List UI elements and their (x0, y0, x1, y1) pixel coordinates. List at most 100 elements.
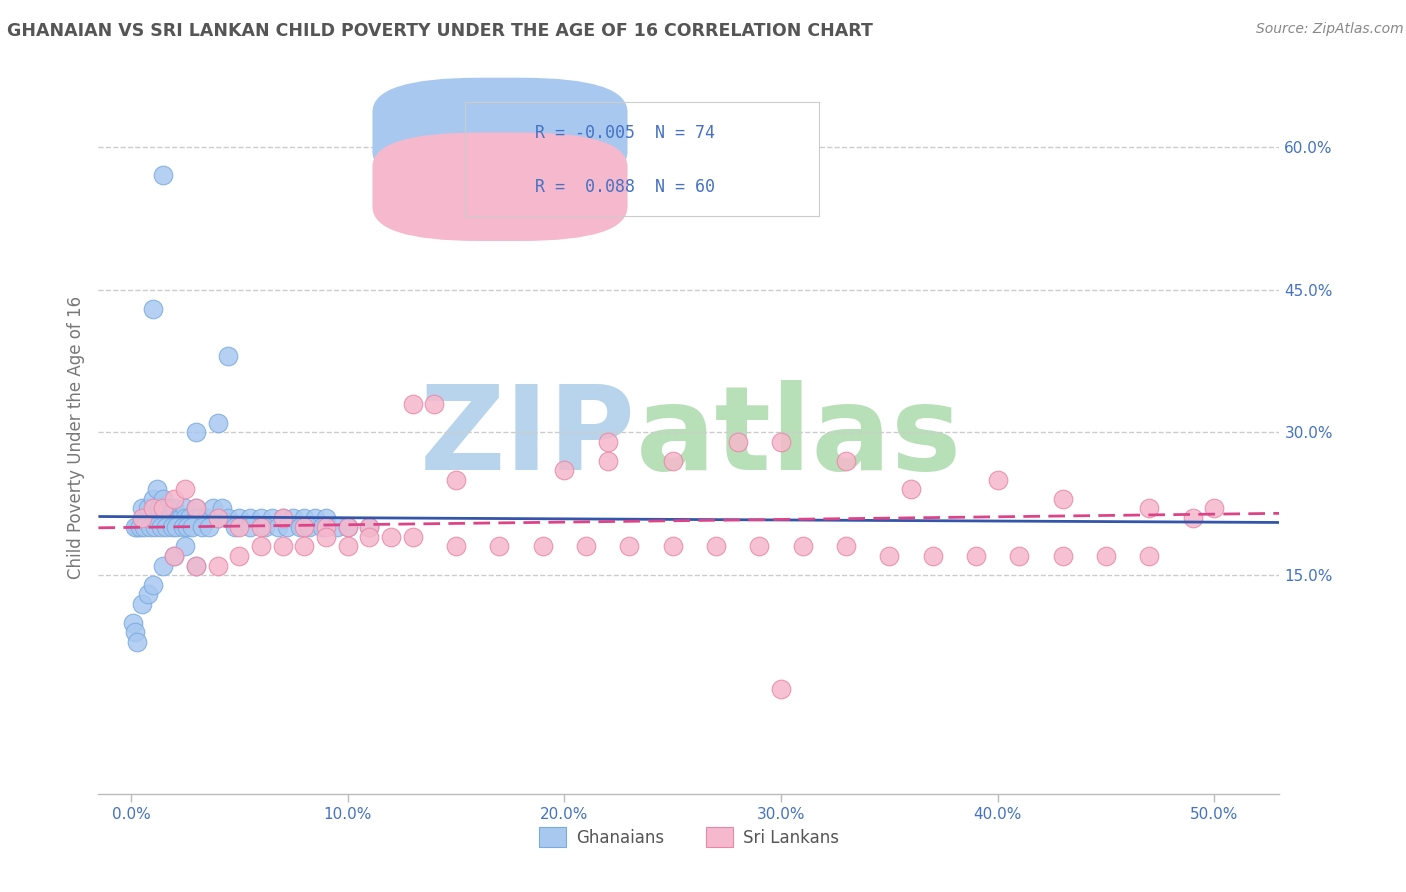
Point (336, 520, 359, 534)
Point (271, 540, 294, 554)
Point (184, 425, 207, 440)
Legend: Ghanaians, Sri Lankans: Ghanaians, Sri Lankans (533, 821, 845, 854)
Point (401, 530, 423, 544)
Point (661, 540, 683, 554)
Point (207, 558, 229, 573)
Point (142, 577, 165, 591)
Point (288, 520, 311, 534)
Point (217, 511, 239, 525)
Point (136, 587, 159, 601)
Point (152, 501, 174, 516)
Point (179, 511, 201, 525)
Point (770, 682, 793, 697)
Point (228, 511, 250, 525)
Point (202, 501, 225, 516)
Point (142, 491, 165, 506)
Point (423, 397, 446, 411)
Point (292, 520, 315, 534)
Point (152, 491, 174, 506)
Point (315, 530, 337, 544)
Point (401, 397, 423, 411)
Point (267, 520, 290, 534)
Point (704, 540, 727, 554)
Point (488, 540, 510, 554)
Point (152, 558, 174, 573)
Point (163, 549, 186, 563)
Point (250, 540, 273, 554)
Point (188, 511, 211, 525)
Point (1181, 511, 1204, 525)
Point (276, 520, 298, 534)
Text: atlas: atlas (636, 380, 962, 494)
Point (176, 520, 198, 534)
Point (163, 511, 186, 525)
Point (292, 511, 315, 525)
Point (152, 169, 174, 183)
Point (661, 454, 683, 468)
Point (250, 511, 273, 525)
Point (727, 434, 749, 449)
Point (143, 520, 166, 534)
Point (174, 501, 197, 516)
Point (136, 501, 159, 516)
Point (1008, 549, 1031, 563)
Point (359, 520, 381, 534)
Point (132, 520, 155, 534)
Point (142, 501, 165, 516)
Point (444, 473, 467, 487)
Point (835, 540, 858, 554)
Point (336, 540, 359, 554)
Point (163, 549, 186, 563)
Point (207, 511, 229, 525)
Point (315, 511, 337, 525)
Point (250, 520, 273, 534)
Point (359, 520, 381, 534)
Point (174, 540, 197, 554)
Point (575, 540, 598, 554)
Point (1139, 549, 1161, 563)
Point (172, 520, 194, 534)
Point (180, 520, 202, 534)
Point (165, 520, 187, 534)
Point (174, 483, 197, 497)
Point (184, 558, 207, 573)
Text: Source: ZipAtlas.com: Source: ZipAtlas.com (1256, 22, 1403, 37)
Point (792, 540, 814, 554)
Point (163, 491, 186, 506)
Point (292, 540, 315, 554)
Point (1052, 491, 1074, 506)
Point (748, 540, 770, 554)
Point (1095, 549, 1118, 563)
Point (596, 434, 619, 449)
Point (359, 530, 381, 544)
Point (127, 634, 149, 648)
Point (191, 520, 214, 534)
Point (142, 301, 165, 316)
Point (311, 520, 333, 534)
Point (217, 349, 239, 363)
Point (207, 511, 229, 525)
Point (260, 511, 283, 525)
Point (239, 520, 262, 534)
Point (184, 558, 207, 573)
Point (553, 463, 575, 477)
Text: GHANAIAN VS SRI LANKAN CHILD POVERTY UNDER THE AGE OF 16 CORRELATION CHART: GHANAIAN VS SRI LANKAN CHILD POVERTY UND… (7, 22, 873, 40)
Point (135, 511, 157, 525)
Point (326, 520, 349, 534)
Point (900, 483, 922, 497)
Point (1139, 501, 1161, 516)
Point (239, 511, 262, 525)
Point (124, 520, 146, 534)
Point (271, 511, 294, 525)
Point (155, 520, 177, 534)
Point (195, 511, 218, 525)
Point (128, 520, 150, 534)
Point (184, 501, 207, 516)
Point (315, 520, 337, 534)
Point (596, 454, 619, 468)
Point (139, 520, 162, 534)
Point (160, 520, 183, 534)
Point (336, 520, 359, 534)
Point (380, 530, 402, 544)
Point (184, 501, 207, 516)
